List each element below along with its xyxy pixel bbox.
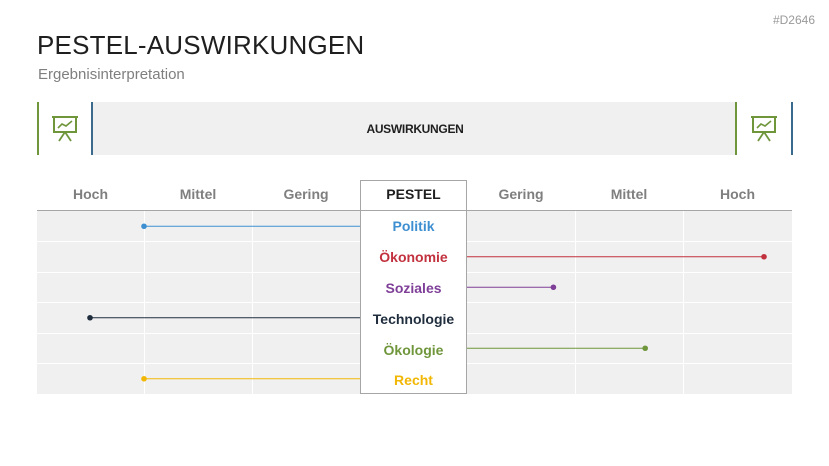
- header-right-mittel: Mittel: [610, 186, 648, 202]
- factor-label-technologie: Technologie: [372, 311, 455, 327]
- impact-banner: AUSWIRKUNGEN: [37, 102, 793, 155]
- lollipop-dot-politik: [141, 223, 147, 230]
- factor-label-soziales: Soziales: [385, 280, 442, 296]
- header-right-hoch: Hoch: [720, 186, 755, 202]
- header-left-gering: Gering: [283, 186, 329, 202]
- document-id: #D2646: [772, 13, 815, 27]
- banner-right-accent-blue: [791, 102, 793, 155]
- pestel-header: PESTEL: [386, 186, 441, 202]
- page-subtitle: Ergebnisinterpretation: [38, 66, 185, 83]
- banner-left-accent-blue: [91, 102, 93, 155]
- lollipop-dot-oekologie: [642, 345, 648, 352]
- pestel-header-divider: [361, 210, 466, 211]
- page-title: PESTEL-AUSWIRKUNGEN: [37, 30, 365, 60]
- header-right-gering: Gering: [498, 186, 544, 202]
- lollipop-dot-soziales: [550, 284, 557, 291]
- factor-label-politik: Politik: [392, 218, 435, 234]
- lollipop-dot-oekonomie: [761, 253, 767, 260]
- lollipop-dot-recht: [141, 375, 147, 382]
- presentation-chart-icon: [751, 116, 777, 142]
- factor-label-oekologie: Ökologie: [383, 342, 444, 358]
- lollipop-dot-technologie: [87, 314, 93, 321]
- banner-right-accent-green: [735, 102, 737, 155]
- factor-label-oekonomie: Ökonomie: [379, 249, 448, 265]
- banner-label: AUSWIRKUNGEN: [366, 121, 464, 136]
- pestel-column: [360, 180, 467, 394]
- presentation-chart-icon: [52, 116, 78, 142]
- banner-left-accent-green: [37, 102, 39, 155]
- header-left-mittel: Mittel: [179, 186, 217, 202]
- header-left-hoch: Hoch: [73, 186, 108, 202]
- banner-background: [93, 102, 737, 155]
- factor-label-recht: Recht: [394, 372, 433, 388]
